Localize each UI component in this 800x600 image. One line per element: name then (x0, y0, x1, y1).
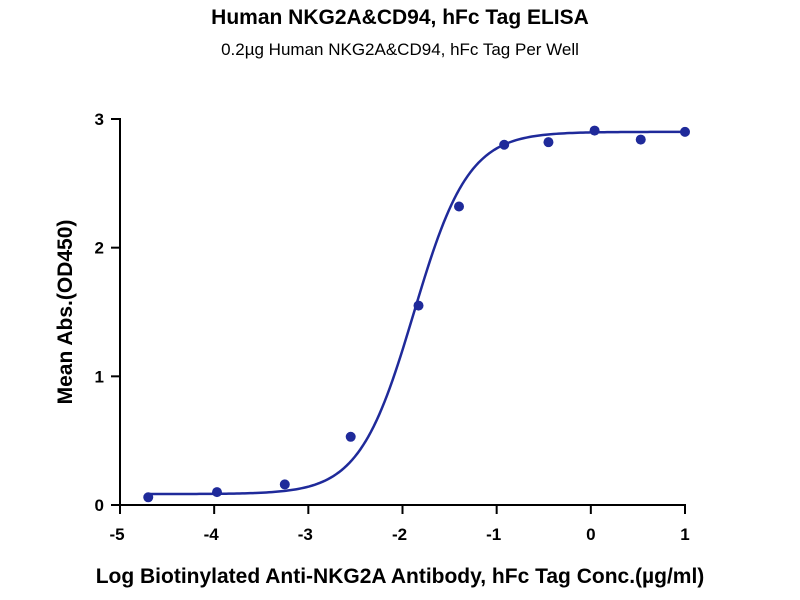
data-point (499, 139, 510, 150)
chart-subtitle: 0.2µg Human NKG2A&CD94, hFc Tag Per Well (221, 40, 579, 59)
x-tick-label: 0 (586, 525, 595, 544)
x-ticks: -5 -4 -3 -2 -1 0 1 (109, 505, 690, 544)
axes (119, 118, 686, 506)
data-point (635, 134, 646, 145)
data-point (143, 492, 154, 503)
data-point (413, 300, 424, 311)
data-point (589, 125, 600, 136)
y-ticks: 0 1 2 3 (95, 110, 120, 515)
data-point (454, 201, 464, 212)
y-tick-label: 2 (95, 239, 104, 258)
x-axis-title: Log Biotinylated Anti-NKG2A Antibody, hF… (96, 565, 705, 588)
x-tick-label: -5 (109, 525, 124, 544)
x-tick-label: -1 (486, 525, 501, 544)
chart-title: Human NKG2A&CD94, hFc Tag ELISA (211, 6, 589, 29)
y-tick-label: 3 (95, 110, 104, 129)
y-tick-label: 1 (95, 367, 104, 386)
data-point (279, 479, 290, 490)
x-tick-label: -3 (298, 525, 313, 544)
x-tick-label: -2 (392, 525, 407, 544)
data-point (211, 487, 222, 498)
data-point (543, 137, 554, 148)
fit-curve (148, 130, 686, 496)
y-axis-title: Mean Abs.(OD450) (54, 220, 77, 405)
data-point (345, 431, 356, 442)
x-tick-label: -4 (204, 525, 220, 544)
x-tick-label: 1 (680, 525, 689, 544)
data-points (143, 125, 690, 503)
data-point (680, 126, 690, 137)
y-tick-label: 0 (95, 496, 104, 515)
